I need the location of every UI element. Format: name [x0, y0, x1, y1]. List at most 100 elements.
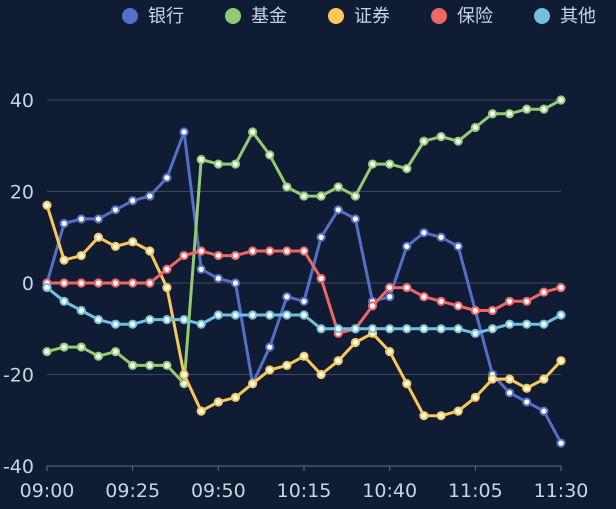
data-point[interactable] — [110, 205, 121, 215]
data-point[interactable] — [350, 191, 360, 201]
data-point[interactable] — [402, 164, 412, 174]
data-point[interactable] — [470, 305, 480, 316]
data-point[interactable] — [539, 319, 549, 329]
data-point[interactable] — [470, 392, 480, 402]
data-point[interactable] — [59, 296, 69, 306]
data-point[interactable] — [316, 369, 326, 380]
data-point[interactable] — [299, 310, 309, 320]
data-point[interactable] — [93, 232, 104, 242]
data-point[interactable] — [282, 310, 292, 320]
data-point[interactable] — [316, 232, 326, 242]
data-point[interactable] — [42, 347, 52, 357]
data-point[interactable] — [385, 347, 395, 357]
data-point[interactable] — [539, 406, 549, 416]
data-point[interactable] — [299, 246, 309, 256]
data-point[interactable] — [76, 305, 86, 316]
data-point[interactable] — [453, 241, 463, 251]
data-point[interactable] — [213, 273, 223, 284]
data-point[interactable] — [385, 292, 395, 302]
data-point[interactable] — [213, 397, 223, 407]
data-point[interactable] — [470, 328, 480, 338]
data-point[interactable] — [213, 250, 223, 261]
data-point[interactable] — [145, 278, 155, 288]
data-point[interactable] — [419, 228, 429, 238]
data-point[interactable] — [265, 150, 275, 160]
data-point[interactable] — [539, 374, 549, 384]
data-point[interactable] — [556, 310, 566, 320]
data-point[interactable] — [556, 282, 566, 293]
data-point[interactable] — [350, 324, 360, 334]
data-point[interactable] — [522, 383, 532, 393]
data-point[interactable] — [248, 246, 258, 256]
data-point[interactable] — [42, 282, 52, 293]
data-point[interactable] — [265, 310, 275, 320]
data-point[interactable] — [505, 109, 515, 119]
data-point[interactable] — [522, 296, 532, 306]
data-point[interactable] — [230, 278, 241, 288]
data-point[interactable] — [282, 246, 292, 256]
data-point[interactable] — [248, 127, 258, 137]
data-point[interactable] — [93, 315, 104, 325]
data-point[interactable] — [402, 241, 412, 251]
data-point[interactable] — [110, 319, 121, 329]
data-point[interactable] — [282, 292, 292, 302]
data-point[interactable] — [367, 301, 378, 311]
data-point[interactable] — [556, 95, 566, 105]
data-point[interactable] — [367, 324, 378, 334]
data-point[interactable] — [196, 154, 206, 165]
data-point[interactable] — [487, 324, 498, 334]
data-point[interactable] — [196, 246, 206, 256]
data-point[interactable] — [162, 360, 172, 370]
data-point[interactable] — [230, 250, 241, 261]
data-point[interactable] — [196, 264, 206, 274]
data-point[interactable] — [419, 324, 429, 334]
data-point[interactable] — [179, 250, 189, 261]
data-point[interactable] — [76, 278, 86, 288]
data-point[interactable] — [419, 292, 429, 302]
data-point[interactable] — [556, 356, 566, 366]
data-point[interactable] — [487, 109, 498, 119]
data-point[interactable] — [128, 319, 138, 329]
data-point[interactable] — [128, 278, 138, 288]
data-point[interactable] — [299, 296, 309, 306]
data-point[interactable] — [350, 337, 360, 348]
data-point[interactable] — [145, 360, 155, 370]
data-point[interactable] — [230, 159, 241, 169]
data-point[interactable] — [230, 310, 241, 320]
data-point[interactable] — [436, 324, 446, 334]
legend-item[interactable]: 银行 — [122, 6, 184, 27]
legend-item[interactable]: 基金 — [225, 6, 287, 27]
data-point[interactable] — [505, 374, 515, 384]
data-point[interactable] — [93, 278, 104, 288]
data-point[interactable] — [522, 104, 532, 114]
data-point[interactable] — [213, 159, 223, 169]
data-point[interactable] — [453, 406, 463, 416]
data-point[interactable] — [230, 392, 241, 402]
data-point[interactable] — [59, 278, 69, 288]
data-point[interactable] — [470, 122, 480, 133]
data-point[interactable] — [402, 282, 412, 293]
data-point[interactable] — [419, 411, 429, 421]
legend-item[interactable]: 保险 — [431, 6, 493, 27]
data-point[interactable] — [162, 282, 172, 293]
data-point[interactable] — [299, 351, 309, 361]
data-point[interactable] — [128, 196, 138, 206]
data-point[interactable] — [179, 127, 189, 137]
data-point[interactable] — [76, 342, 86, 352]
data-point[interactable] — [436, 411, 446, 421]
data-point[interactable] — [59, 255, 69, 265]
data-point[interactable] — [333, 324, 343, 334]
data-point[interactable] — [248, 310, 258, 320]
data-point[interactable] — [145, 246, 155, 256]
data-point[interactable] — [76, 250, 86, 261]
data-point[interactable] — [162, 264, 172, 274]
data-point[interactable] — [213, 310, 223, 320]
legend-item[interactable]: 其他 — [534, 6, 596, 27]
data-point[interactable] — [162, 173, 172, 183]
data-point[interactable] — [333, 356, 343, 366]
data-point[interactable] — [110, 347, 121, 357]
data-point[interactable] — [145, 191, 155, 201]
data-point[interactable] — [128, 360, 138, 370]
data-point[interactable] — [487, 305, 498, 316]
legend-item[interactable]: 证券 — [328, 6, 390, 27]
